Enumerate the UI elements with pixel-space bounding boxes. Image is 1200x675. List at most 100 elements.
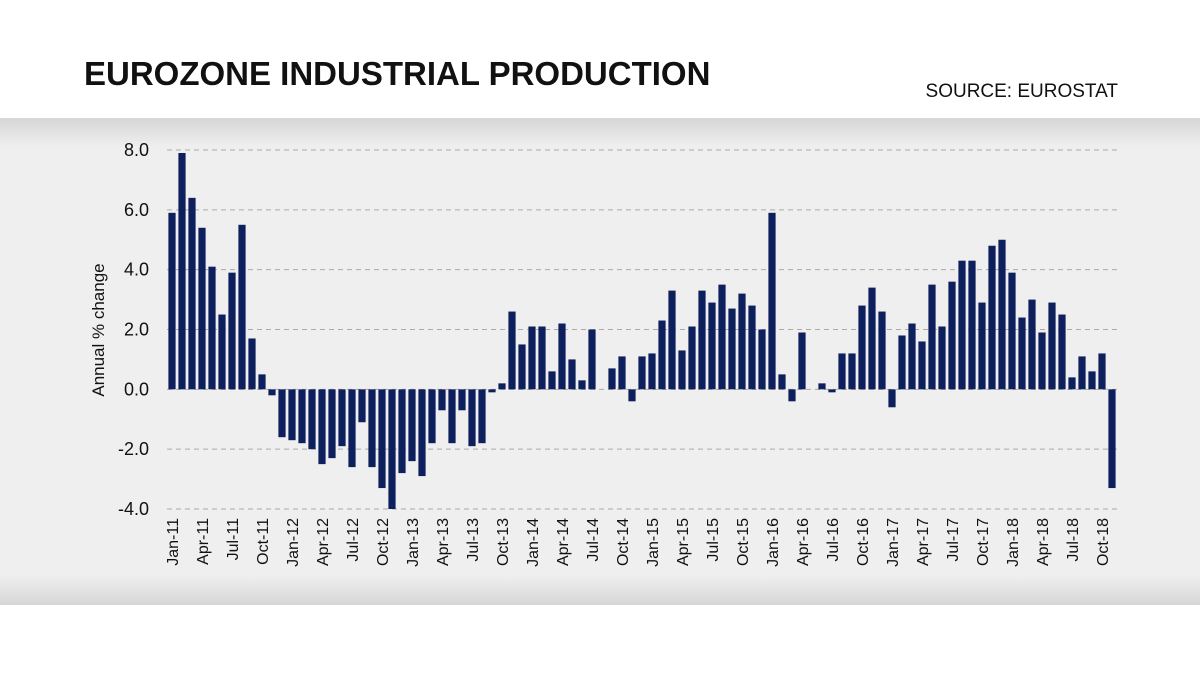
source: SOURCE: EUROSTAT xyxy=(926,81,1119,102)
bar xyxy=(218,314,226,390)
bar xyxy=(748,305,756,390)
bar xyxy=(358,389,366,423)
bar xyxy=(638,356,646,390)
bar xyxy=(738,293,746,390)
bar xyxy=(558,323,566,390)
bar xyxy=(818,383,826,390)
x-tick-label: Apr-13 xyxy=(435,518,452,566)
bar xyxy=(438,389,446,411)
bar xyxy=(188,197,196,390)
bar xyxy=(508,311,516,390)
bar xyxy=(768,212,776,390)
bar xyxy=(288,389,296,441)
bar xyxy=(1068,377,1076,390)
bar xyxy=(1108,389,1116,489)
bar xyxy=(708,302,716,390)
bar xyxy=(888,389,896,408)
chart-title: EUROZONE INDUSTRIAL PRODUCTION xyxy=(84,55,710,92)
x-tick-label: Jul-15 xyxy=(705,518,722,562)
x-tick-label: Apr-11 xyxy=(195,518,212,565)
bar xyxy=(1018,317,1026,390)
bar xyxy=(248,338,256,390)
x-tick-label: Jan-13 xyxy=(405,518,422,567)
bar xyxy=(718,284,726,390)
x-tick-label: Jul-11 xyxy=(225,518,242,560)
bar xyxy=(1038,332,1046,390)
x-tick-label: Oct-11 xyxy=(255,518,272,565)
x-tick-label: Apr-17 xyxy=(915,518,932,566)
bar xyxy=(978,302,986,390)
bar xyxy=(998,239,1006,390)
x-tick-label: Jan-14 xyxy=(525,518,542,567)
bar xyxy=(488,389,496,393)
bar xyxy=(928,284,936,390)
bar xyxy=(408,389,416,462)
bar xyxy=(448,389,456,444)
x-tick-label: Jul-16 xyxy=(825,518,842,562)
bar xyxy=(758,329,766,390)
bar xyxy=(788,389,796,402)
bar xyxy=(858,305,866,390)
x-tick-label: Jan-12 xyxy=(285,518,302,567)
bar xyxy=(378,389,386,489)
y-tick-label: -4.0 xyxy=(118,499,149,519)
bar xyxy=(458,389,466,411)
bar xyxy=(968,260,976,390)
bar xyxy=(948,281,956,390)
bar xyxy=(1058,314,1066,390)
x-tick-label: Oct-15 xyxy=(735,518,752,566)
bar xyxy=(168,212,176,390)
bar xyxy=(918,341,926,390)
bar xyxy=(478,389,486,444)
bar xyxy=(428,389,436,444)
y-tick-label: -2.0 xyxy=(118,439,149,459)
x-tick-label: Jul-17 xyxy=(945,518,962,562)
bar xyxy=(418,389,426,477)
y-tick-label: 4.0 xyxy=(124,260,149,280)
bar xyxy=(338,389,346,447)
x-tick-label: Oct-13 xyxy=(495,518,512,566)
x-tick-label: Oct-18 xyxy=(1095,518,1112,566)
bar xyxy=(1008,272,1016,390)
bar xyxy=(698,290,706,390)
bar xyxy=(618,356,626,390)
x-tick-label: Jul-13 xyxy=(465,518,482,562)
bar xyxy=(468,389,476,447)
y-axis-label: Annual % change xyxy=(89,263,108,396)
x-tick-label: Apr-14 xyxy=(555,518,572,566)
x-tick-label: Apr-15 xyxy=(675,518,692,566)
bar xyxy=(1078,356,1086,390)
bar xyxy=(848,353,856,390)
bar xyxy=(548,371,556,390)
x-tick-label: Oct-17 xyxy=(975,518,992,566)
bar xyxy=(208,266,216,390)
bar xyxy=(1088,371,1096,390)
bar xyxy=(258,374,266,390)
bar xyxy=(608,368,616,390)
x-tick-label: Apr-16 xyxy=(795,518,812,566)
bar xyxy=(958,260,966,390)
bar xyxy=(648,353,656,390)
x-tick-label: Jan-11 xyxy=(165,518,182,566)
y-tick-label: 2.0 xyxy=(124,320,149,340)
bar xyxy=(388,389,396,509)
bar xyxy=(898,335,906,390)
bar xyxy=(1028,299,1036,390)
x-tick-label: Jul-14 xyxy=(585,518,602,562)
bar xyxy=(628,389,636,402)
bar xyxy=(1098,353,1106,390)
bar xyxy=(588,329,596,390)
bar xyxy=(838,353,846,390)
bar xyxy=(658,320,666,390)
bar xyxy=(518,344,526,390)
bar xyxy=(568,359,576,390)
x-tick-label: Jan-17 xyxy=(885,518,902,567)
bar xyxy=(278,389,286,438)
bar xyxy=(728,308,736,390)
x-tick-label: Oct-16 xyxy=(855,518,872,566)
bar xyxy=(298,389,306,444)
bar xyxy=(498,383,506,390)
x-tick-label: Jul-18 xyxy=(1065,518,1082,562)
